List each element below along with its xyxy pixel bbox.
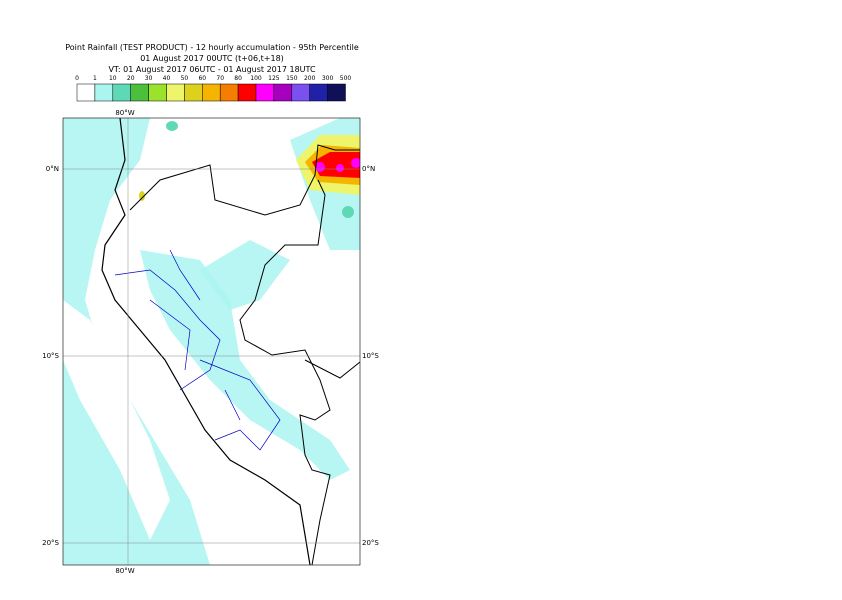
legend-swatch: [291, 83, 310, 102]
legend-label: 500: [340, 75, 352, 82]
legend-swatch: [76, 83, 96, 102]
legend-label: 100: [250, 75, 262, 82]
rainfall-field: [63, 118, 360, 565]
title-line: VT: 01 August 2017 06UTC - 01 August 201…: [108, 65, 316, 74]
legend-label: 50: [181, 75, 189, 82]
legend-swatch: [273, 83, 293, 102]
legend-label: 0: [75, 75, 79, 82]
titles: Point Rainfall (TEST PRODUCT) - 12 hourl…: [65, 43, 359, 74]
legend-label: 1: [93, 75, 97, 82]
legend-label: 60: [198, 75, 206, 82]
title-line: Point Rainfall (TEST PRODUCT) - 12 hourl…: [65, 43, 359, 52]
legend-swatch: [184, 83, 203, 102]
legend-swatch: [130, 83, 149, 102]
legend-label: 125: [268, 75, 280, 82]
lat-label: 20°S: [362, 539, 379, 547]
legend-label: 70: [216, 75, 224, 82]
legend-swatch: [166, 83, 185, 102]
legend-swatch: [309, 83, 328, 102]
graticule: [63, 118, 360, 565]
legend-label: 30: [145, 75, 153, 82]
lon-label: 80°W: [115, 109, 134, 117]
legend-swatch: [112, 83, 131, 102]
lat-label: 10°S: [42, 352, 59, 360]
legend-swatch: [202, 83, 221, 102]
legend-swatch: [148, 83, 167, 102]
map: 80°W 80°W 0°N 10°S 20°S 0°N 10°S 20°S: [42, 109, 379, 575]
boundaries: [101, 118, 360, 565]
title-line: 01 August 2017 00UTC (t+06,t+18): [140, 54, 284, 63]
legend-swatch: [255, 83, 275, 102]
legend: 0 1 10 20 30 40 50 60 70 80 100 125 150 200 300 500: [75, 75, 352, 102]
lat-label: 20°S: [42, 539, 59, 547]
lat-label: 0°N: [46, 165, 59, 173]
legend-swatch: [327, 83, 346, 102]
legend-label: 40: [163, 75, 171, 82]
legend-label: 20: [127, 75, 135, 82]
legend-label: 200: [304, 75, 316, 82]
legend-label: 150: [286, 75, 298, 82]
lat-label: 0°N: [362, 165, 375, 173]
legend-swatch: [219, 83, 239, 102]
lat-label: 10°S: [362, 352, 379, 360]
legend-label: 80: [234, 75, 242, 82]
legend-label: 10: [109, 75, 117, 82]
legend-label: 300: [322, 75, 334, 82]
map-frame: [62, 117, 361, 566]
lon-label: 80°W: [115, 567, 134, 575]
legend-swatch: [94, 83, 114, 102]
legend-swatch: [237, 83, 257, 102]
